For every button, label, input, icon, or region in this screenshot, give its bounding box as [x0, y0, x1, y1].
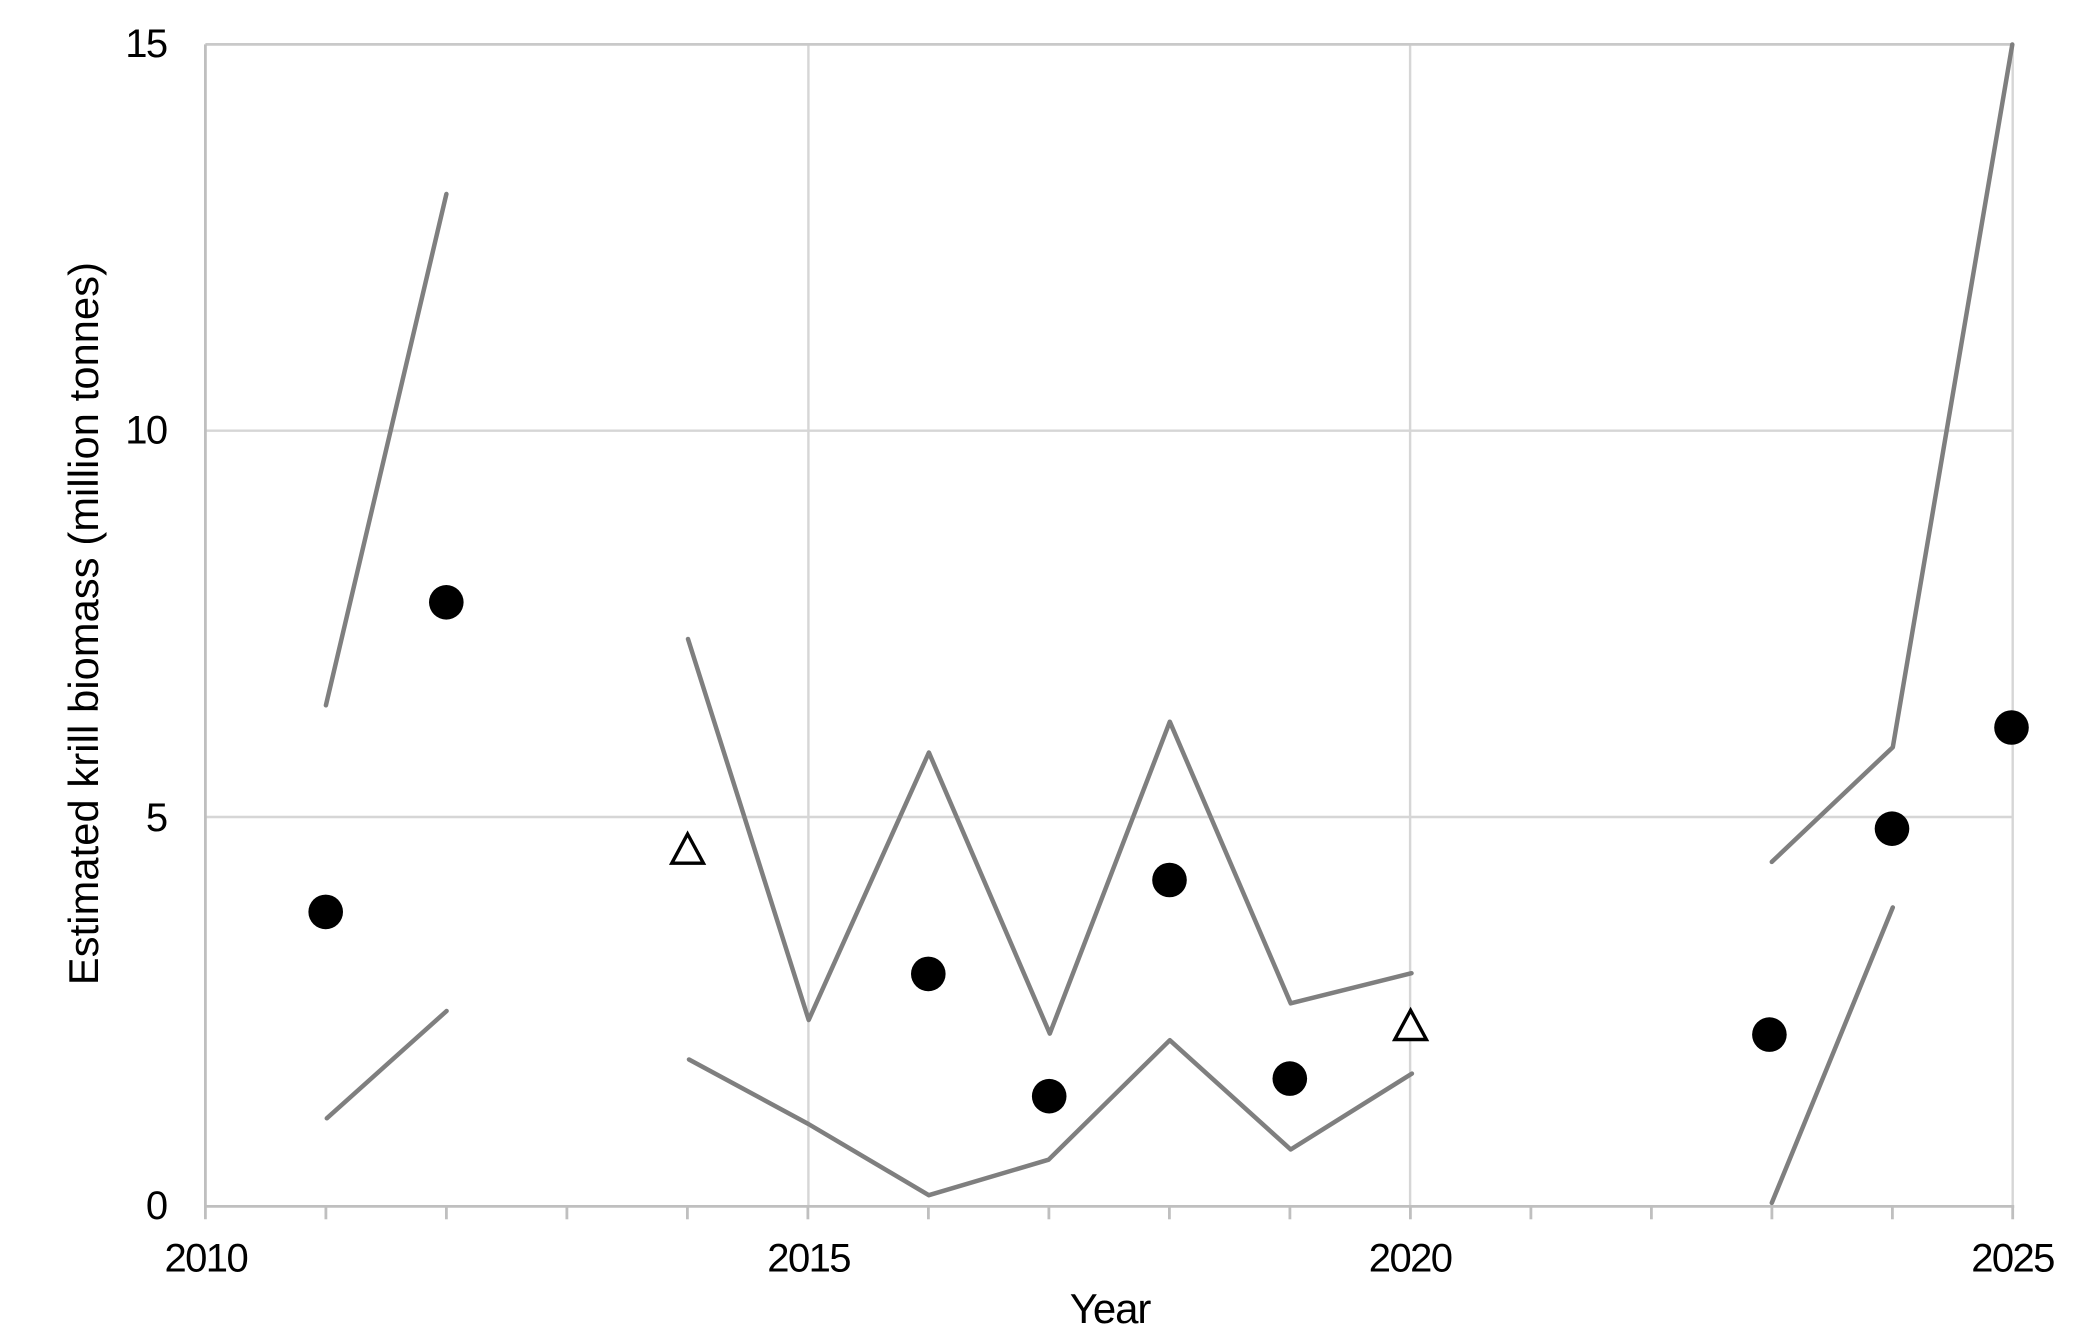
- svg-text:15: 15: [125, 22, 167, 66]
- svg-text:5: 5: [146, 796, 167, 840]
- svg-text:2010: 2010: [165, 1236, 248, 1280]
- svg-text:Estimated krill biomass (milli: Estimated krill biomass (million tonnes): [60, 262, 107, 985]
- svg-text:2025: 2025: [1971, 1236, 2054, 1280]
- svg-text:10: 10: [125, 409, 167, 453]
- svg-text:0: 0: [146, 1184, 167, 1228]
- svg-text:2015: 2015: [767, 1236, 850, 1280]
- svg-text:Year: Year: [1070, 1285, 1152, 1332]
- svg-text:2020: 2020: [1369, 1236, 1452, 1280]
